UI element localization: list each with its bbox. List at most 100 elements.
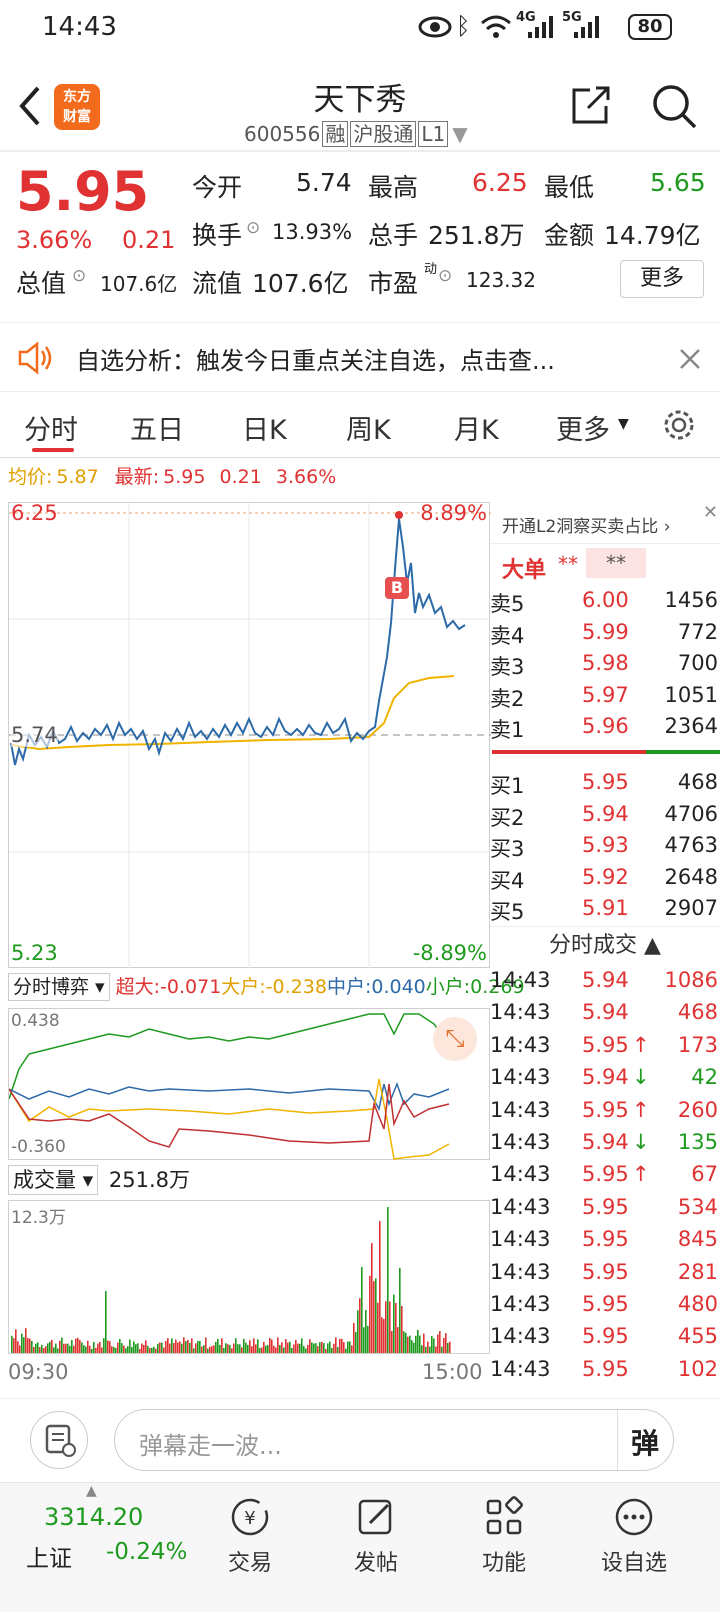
volume-bar [19,1345,21,1353]
volume-bar [23,1337,25,1353]
compose-icon[interactable] [30,1411,88,1469]
order-book-row[interactable]: 卖1 5.96 2364 [490,710,720,742]
index-pct[interactable]: -0.24% [106,1539,188,1565]
banner-text: 自选分析：触发今日重点关注自选，点击查... [76,347,555,375]
volume-bar [277,1337,279,1353]
amount-value: 14.79亿 [604,221,701,250]
float-value: 107.6亿 [252,269,349,298]
volume-chart[interactable]: 12.3万 [8,1200,490,1354]
volume-bar [381,1317,383,1353]
info-icon[interactable]: ⊙ [246,218,261,238]
order-book-row[interactable]: 卖3 5.98 700 [490,647,720,679]
row-volume: 4706 [664,801,718,826]
fund-flow-chart[interactable]: 0.438 -0.360 ⤡ [8,1008,490,1160]
index-name[interactable]: 上证 [26,1546,72,1572]
order-book-row[interactable]: 卖2 5.97 1051 [490,679,720,711]
tick-price: 5.94 [582,1130,629,1154]
tick-header[interactable]: 分时成交 ▲ [490,926,720,966]
volume-bar [335,1337,337,1353]
volume-bar [339,1338,341,1353]
volume-bar [291,1347,293,1353]
volume-bar [197,1341,199,1353]
tick-row: 14:43 5.95 ↑ 67 [490,1160,720,1192]
volume-bar [53,1347,55,1353]
dropdown-icon[interactable]: ▼ [452,122,468,146]
order-book-row[interactable]: 买2 5.94 4706 [490,798,720,830]
danmaku-button[interactable]: 弹 [631,1427,660,1460]
order-book-row[interactable]: 卖5 6.00 1456 [490,584,720,616]
close-icon[interactable] [678,347,702,371]
info-icon[interactable]: ⊙ [72,266,87,286]
search-icon[interactable] [650,82,700,132]
volume-bar [211,1346,213,1353]
volume-bar [157,1343,159,1353]
volume-bar [275,1347,277,1353]
l2-promo[interactable]: 开通L2洞察买卖占比 › ✕ [490,502,720,544]
tab-more[interactable]: 更多 [556,415,610,446]
expand-icon[interactable]: ⤡ [433,1017,477,1061]
volume-bar [305,1348,307,1353]
volume-bar [177,1342,179,1353]
danmaku-input[interactable]: 弹幕走一波... 弹 [114,1409,674,1471]
share-icon[interactable] [570,84,612,126]
volume-bar [313,1343,315,1353]
fund-flow-selector[interactable]: 分时博弈 ▾ [8,973,110,1001]
analysis-banner[interactable]: 自选分析：触发今日重点关注自选，点击查... [0,322,720,392]
volume-bar [419,1335,421,1353]
nav-post[interactable]: 发帖 [326,1495,426,1577]
avg-price-line: 均价: 5.87 最新: 5.95 0.21 3.66% [8,462,336,489]
row-price: 5.92 [582,864,629,889]
volume-bar [319,1342,321,1353]
volume-bar [355,1332,357,1353]
volume-header: 成交量 ▾ 251.8万 [8,1164,490,1198]
nav-add-watchlist[interactable]: 设自选 [584,1495,684,1577]
order-book-row[interactable]: 买5 5.91 2907 [490,892,720,924]
tick-time: 14:43 [490,1194,551,1219]
tick-row: 14:43 5.95 ↑ 260 [490,1096,720,1128]
order-book-row[interactable]: 买1 5.95 468 [490,766,720,798]
nav-trade[interactable]: ¥ 交易 [200,1495,300,1577]
volume-bar [449,1341,451,1353]
volume-bar [185,1341,187,1353]
info-icon[interactable]: ⊙ [438,266,453,286]
row-label: 买4 [490,868,525,893]
prev-close-label: 5.74 [11,723,58,747]
index-value[interactable]: 3314.20 [44,1503,144,1531]
volume-selector[interactable]: 成交量 ▾ [8,1165,99,1195]
buy-marker[interactable]: B [385,577,409,599]
order-book-row[interactable]: 买3 5.93 4763 [490,829,720,861]
volume-bar [393,1294,395,1353]
signal1-icon [528,16,553,38]
tab-weekly-k[interactable]: 周K [346,415,391,446]
mcap-value: 107.6亿 [100,272,178,296]
tab-five-day[interactable]: 五日 [130,415,184,446]
promo-close-icon[interactable]: ✕ [702,502,718,523]
tab-intraday[interactable]: 分时 [24,415,78,446]
volume-bar [73,1345,75,1353]
volume-bar [389,1301,391,1353]
gear-icon[interactable] [660,406,698,444]
volume-bar [83,1345,85,1353]
brand-logo: 东方 财富 [54,84,100,130]
volume-bar [431,1336,433,1353]
grid-icon [486,1496,523,1535]
row-volume: 772 [677,619,718,644]
tick-time: 14:43 [490,1292,551,1316]
order-book-row[interactable]: 卖4 5.99 772 [490,616,720,648]
nav-functions[interactable]: 功能 [454,1495,554,1577]
back-arrow-icon[interactable] [16,84,44,128]
low-label: 最低 [544,173,595,202]
row-label: 卖2 [490,686,525,711]
nav-post-label: 发帖 [353,1551,398,1576]
l2-promo-text: 开通L2洞察买卖占比 › [502,517,671,537]
volume-bar [433,1338,435,1353]
more-button[interactable]: 更多 [620,260,704,298]
tick-row: 14:43 5.95 281 [490,1258,720,1290]
price-chart[interactable]: 6.25 8.89% 5.74 5.23 -8.89% B [8,501,491,969]
tab-monthly-k[interactable]: 月K [454,415,499,446]
tick-row: 14:43 5.94 ↓ 42 [490,1063,720,1095]
order-book-row[interactable]: 买4 5.92 2648 [490,861,720,893]
tab-daily-k[interactable]: 日K [242,415,287,446]
volume-bar [153,1346,155,1353]
volume-bar [227,1344,229,1353]
